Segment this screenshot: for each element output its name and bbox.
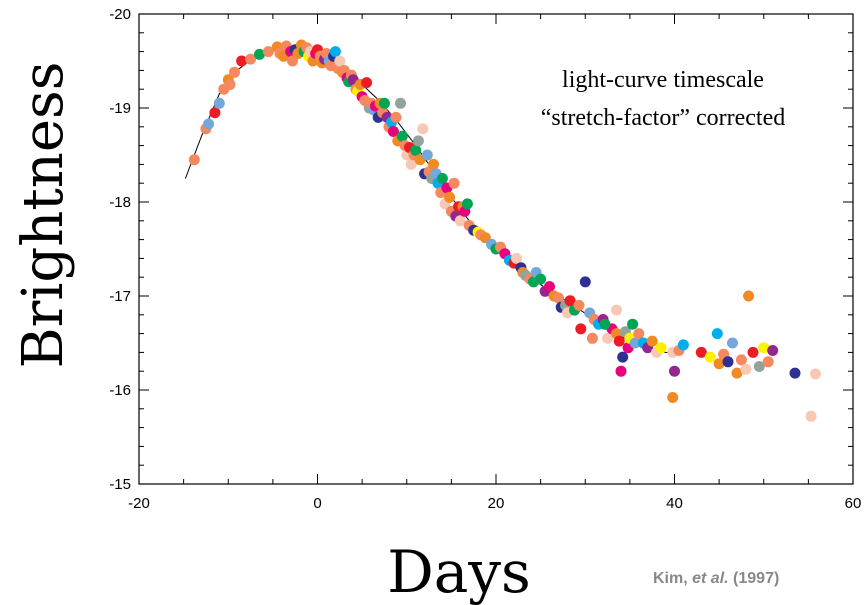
data-point: [203, 118, 215, 130]
data-point: [544, 281, 555, 293]
data-point: [711, 328, 723, 340]
data-point: [535, 273, 547, 285]
data-point: [677, 339, 689, 351]
data-point: [767, 345, 779, 356]
data-point: [704, 351, 716, 363]
x-tick-label: 0: [313, 495, 321, 512]
data-point: [762, 356, 774, 368]
data-point: [213, 97, 225, 109]
data-point: [334, 55, 346, 67]
data-point: [747, 346, 759, 358]
data-point: [695, 346, 707, 358]
axis-ticks: [138, 13, 854, 485]
data-point: [727, 337, 738, 349]
data-point: [428, 158, 439, 170]
y-tick-label: -15: [109, 476, 131, 493]
y-tick-label: -18: [109, 194, 131, 211]
annotation-line-1: light-curve timescale: [562, 67, 764, 93]
data-point: [722, 356, 734, 368]
data-point: [789, 367, 801, 379]
data-point: [224, 79, 236, 90]
data-point: [448, 177, 460, 189]
data-point: [378, 97, 390, 109]
data-point: [236, 55, 248, 67]
data-point: [611, 304, 622, 316]
data-point: [245, 53, 257, 65]
data-point: [599, 318, 611, 330]
citation-authors: Kim,: [653, 570, 692, 587]
x-tick-label: 40: [666, 495, 683, 512]
data-point: [329, 46, 341, 58]
data-point: [573, 299, 585, 311]
data-point: [564, 295, 576, 307]
data-point: [627, 318, 639, 330]
tick-labels: -20 0 20 40 60 -20 -19 -18 -17 -16 -15: [109, 6, 861, 512]
plot-frame: [138, 13, 854, 485]
data-point: [579, 276, 591, 288]
data-point: [361, 77, 373, 89]
data-point: [575, 323, 587, 335]
data-point: [646, 335, 658, 347]
data-point: [758, 342, 770, 354]
y-tick-label: -17: [109, 288, 131, 305]
data-point: [417, 123, 429, 135]
data-point: [805, 410, 817, 422]
data-point: [410, 144, 422, 156]
data-point: [731, 367, 743, 379]
data-point: [553, 292, 564, 304]
data-point: [209, 107, 221, 119]
citation-year: (1997): [729, 570, 780, 587]
data-point: [188, 154, 200, 166]
data-point: [395, 97, 406, 109]
data-point: [405, 158, 417, 170]
y-tick-label: -16: [109, 382, 131, 399]
data-point: [412, 135, 424, 147]
y-axis-title: Brightness: [11, 62, 76, 369]
x-axis-title: Days: [387, 538, 531, 605]
data-point: [254, 48, 265, 60]
x-tick-label: -20: [128, 495, 150, 512]
x-tick-label: 20: [488, 495, 505, 512]
citation-etal: et al.: [692, 570, 728, 587]
data-point: [669, 365, 680, 377]
data-point: [655, 342, 667, 354]
data-point: [461, 198, 473, 210]
x-tick-label: 60: [845, 495, 862, 512]
data-point: [387, 126, 399, 137]
y-tick-label: -20: [109, 6, 131, 23]
data-point: [740, 363, 752, 375]
data-point: [667, 392, 679, 403]
data-point: [390, 111, 402, 123]
data-points: [188, 39, 821, 422]
data-point: [743, 290, 755, 302]
data-point: [633, 328, 645, 340]
citation: Kim, et al. (1997): [653, 570, 779, 587]
annotation-line-2: “stretch-factor” corrected: [541, 105, 786, 131]
data-point: [436, 173, 448, 184]
data-point: [511, 252, 522, 264]
data-point: [617, 351, 629, 363]
data-point: [735, 354, 747, 366]
data-point: [615, 365, 627, 377]
data-point: [421, 149, 433, 161]
data-point: [586, 332, 598, 344]
data-point: [753, 361, 765, 372]
data-point: [602, 332, 614, 344]
data-point: [396, 130, 408, 142]
data-point: [713, 358, 725, 370]
data-point: [810, 368, 821, 380]
y-tick-label: -19: [109, 100, 131, 117]
data-point: [262, 46, 274, 58]
data-point: [229, 66, 240, 78]
data-point: [444, 191, 456, 203]
data-point: [629, 337, 641, 349]
data-point: [613, 335, 625, 347]
template-curve: [184, 48, 680, 355]
data-point: [454, 215, 466, 227]
